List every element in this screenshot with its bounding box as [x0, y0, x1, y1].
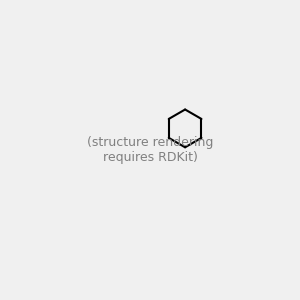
- Text: (structure rendering
requires RDKit): (structure rendering requires RDKit): [87, 136, 213, 164]
